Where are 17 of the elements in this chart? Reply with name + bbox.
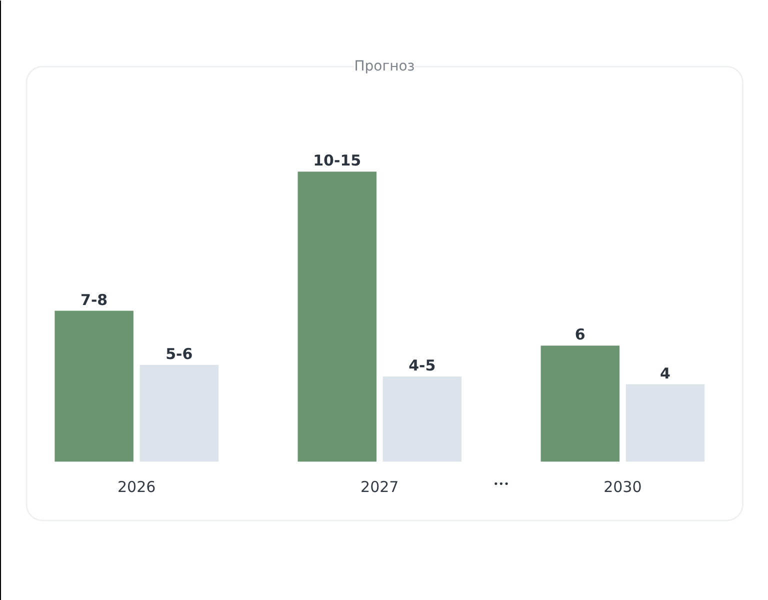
- x-tick-label: 2027: [360, 478, 399, 496]
- bar: [540, 346, 620, 462]
- bar: [298, 172, 376, 462]
- data-label: 7-8: [80, 290, 108, 309]
- chart-title: Прогноз: [354, 58, 415, 75]
- bar: [140, 364, 219, 462]
- bar: [382, 376, 462, 462]
- data-label: 6: [574, 326, 586, 344]
- data-label: 4: [660, 364, 670, 382]
- data-label: 4-5: [408, 356, 436, 375]
- bar: [54, 310, 134, 462]
- bar: [626, 384, 705, 462]
- text: •••: [493, 480, 510, 490]
- x-tick-label: 2026: [118, 478, 156, 496]
- data-label: 10-15: [313, 152, 362, 170]
- x-tick-label: 2030: [604, 478, 642, 496]
- data-label: 5-6: [166, 344, 193, 363]
